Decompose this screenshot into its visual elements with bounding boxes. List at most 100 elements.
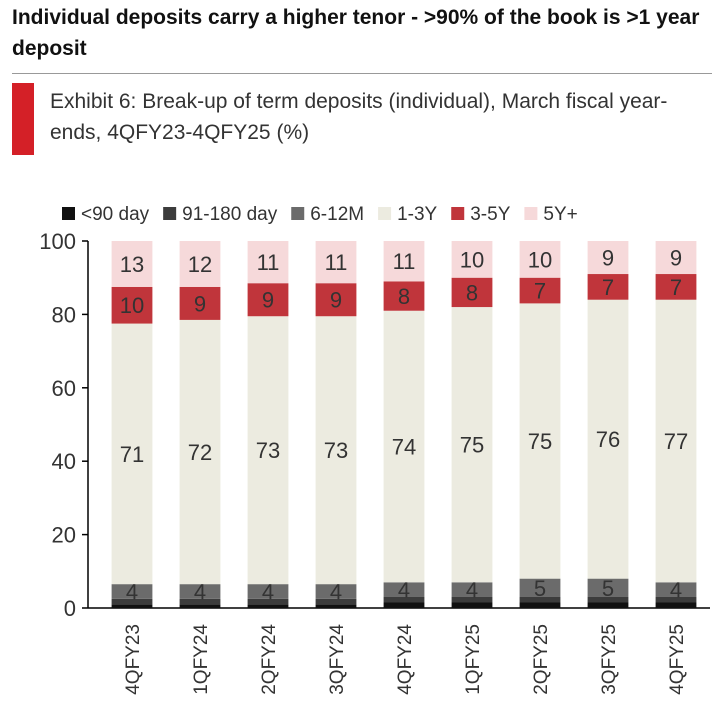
bar-segment — [247, 584, 289, 599]
data-label: 76 — [596, 427, 620, 452]
data-label: 5 — [534, 576, 546, 601]
bar-segment — [111, 241, 153, 287]
bar-segment — [179, 604, 221, 608]
bar-segment — [519, 602, 561, 608]
exhibit-label: Exhibit 6 — [50, 90, 131, 113]
legend-swatch — [291, 207, 305, 220]
bar-segment — [315, 604, 357, 608]
bar-segment — [519, 303, 561, 579]
x-tick-label: 2QFY24 — [259, 624, 280, 695]
legend-swatch — [378, 207, 392, 220]
exhibit-caption-text: : Break-up of term deposits (individual)… — [50, 90, 668, 144]
data-label: 75 — [460, 433, 484, 458]
y-tick-label: 40 — [52, 449, 76, 474]
bar-segment — [451, 241, 493, 278]
bar-segment — [315, 584, 357, 599]
x-tick-label: 4QFY24 — [395, 624, 416, 695]
data-label: 11 — [257, 250, 280, 275]
bar-segment — [655, 602, 697, 608]
bar-segment — [179, 598, 221, 605]
legend-swatch — [163, 207, 177, 220]
data-label: 12 — [188, 252, 212, 277]
data-label: 8 — [398, 284, 410, 309]
data-label: 10 — [120, 293, 144, 318]
bar-segment — [519, 578, 561, 597]
data-label: 9 — [602, 246, 614, 271]
bar-segment — [587, 274, 629, 300]
bar-segment — [451, 307, 493, 583]
data-label: 13 — [120, 252, 144, 277]
bar-segment — [315, 241, 357, 284]
legend-label: 1-3Y — [397, 204, 437, 225]
y-tick-label: 60 — [52, 376, 76, 401]
bar-segment — [315, 598, 357, 605]
y-tick-label: 0 — [64, 596, 76, 621]
x-tick-label: 4QFY25 — [667, 624, 688, 695]
bar-segment — [655, 582, 697, 597]
data-label: 74 — [392, 435, 416, 460]
data-label: 4 — [194, 579, 206, 604]
bar-segment — [383, 582, 425, 597]
bar-segment — [179, 241, 221, 287]
bar-segment — [247, 598, 289, 605]
data-label: 9 — [670, 246, 682, 271]
bar-segment — [111, 598, 153, 605]
data-label: 9 — [262, 288, 274, 313]
bar-segment — [383, 281, 425, 311]
bar-segment — [655, 274, 697, 300]
bar-segment — [451, 602, 493, 608]
x-tick-label: 4QFY23 — [123, 624, 144, 695]
legend-label: 5Y+ — [543, 204, 577, 225]
data-label: 7 — [534, 279, 546, 304]
data-label: 4 — [126, 579, 138, 604]
data-label: 10 — [460, 247, 484, 272]
bar-segment — [383, 310, 425, 583]
data-label: 4 — [398, 578, 410, 603]
data-label: 5 — [602, 576, 614, 601]
stacked-bar-chart: <90 day 91-180 day 6-12M 1-3Y 3-5Y 5Y+ 0 20 40 60… — [39, 204, 710, 695]
x-tick-label: 1QFY25 — [463, 624, 484, 695]
legend-label: 91-180 day — [182, 204, 278, 225]
bar-segment — [111, 584, 153, 599]
chart-heading: Individual deposits carry a higher tenor… — [12, 6, 700, 60]
bar-segment — [315, 316, 357, 585]
data-label: 9 — [194, 291, 206, 316]
exhibit-caption: Exhibit 6: Break-up of term deposits (in… — [50, 86, 715, 148]
bar-segment — [451, 596, 493, 603]
data-label: 9 — [330, 288, 342, 313]
legend-swatch — [62, 207, 75, 220]
bar-segment — [179, 286, 221, 320]
bar-segment — [315, 283, 357, 317]
data-label: 11 — [393, 249, 416, 274]
bar-segment — [247, 283, 289, 317]
bar-segment — [587, 578, 629, 597]
data-label: 73 — [256, 438, 280, 463]
data-label: 7 — [602, 275, 614, 300]
heading-divider — [12, 73, 712, 74]
bar-segment — [451, 277, 493, 308]
legend-label: 3-5Y — [470, 204, 510, 225]
legend-label: 6-12M — [310, 204, 364, 225]
bar-segment — [247, 241, 289, 284]
bar-segment — [587, 596, 629, 603]
data-label: 8 — [466, 280, 478, 305]
data-label: 10 — [528, 247, 552, 272]
bar-segment — [519, 241, 561, 278]
bar-segment — [179, 319, 221, 585]
data-label: 4 — [330, 579, 342, 604]
legend-swatch — [451, 207, 465, 220]
y-tick-label: 20 — [52, 523, 76, 548]
y-tick-label: 80 — [52, 302, 76, 327]
data-label: 4 — [466, 578, 478, 603]
bar-segment — [247, 316, 289, 585]
bar-segment — [111, 323, 153, 585]
data-label: 72 — [188, 440, 212, 465]
data-label: 7 — [670, 275, 682, 300]
bar-segment — [587, 299, 629, 579]
data-label: 73 — [324, 438, 348, 463]
exhibit-accent-bar — [12, 83, 34, 155]
bar-segment — [655, 596, 697, 603]
bar-segment — [519, 277, 561, 304]
bar-segment — [587, 602, 629, 608]
bar-segment — [383, 596, 425, 603]
